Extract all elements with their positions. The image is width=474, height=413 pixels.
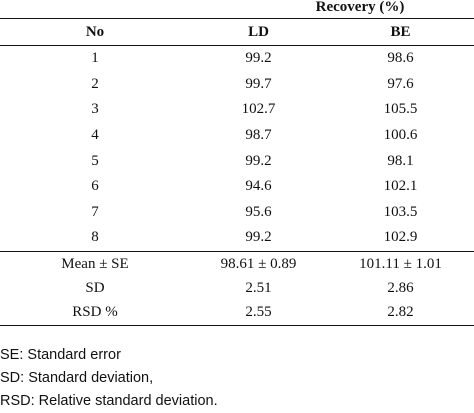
cell-ld: 99.2 <box>245 50 272 67</box>
cell-ld: 98.7 <box>245 127 272 144</box>
cell-no: 1 <box>91 50 99 67</box>
cell-ld: 99.2 <box>245 152 272 169</box>
cell-ld: 99.2 <box>245 229 272 246</box>
stats-label: SD <box>85 279 105 296</box>
cell-ld: 95.6 <box>245 203 272 220</box>
stats-ld: 2.51 <box>245 279 272 296</box>
table-row: 4 98.7 100.6 <box>0 123 474 149</box>
recovery-group-header: Recovery (%) <box>315 0 405 15</box>
cell-be: 98.6 <box>387 50 414 67</box>
table-row: 5 99.2 98.1 <box>0 148 474 174</box>
cell-no: 7 <box>91 203 99 220</box>
cell-be: 97.6 <box>387 75 414 92</box>
table-row: 8 99.2 102.9 <box>0 225 474 251</box>
header-rule <box>0 45 474 46</box>
cell-no: 8 <box>91 229 99 246</box>
column-header-no: No <box>85 24 105 40</box>
cell-ld: 99.7 <box>245 75 272 92</box>
recovery-data-table: 1 99.2 98.6 2 99.7 97.6 3 102.7 105.5 4 … <box>0 46 474 251</box>
cell-no: 4 <box>91 127 99 144</box>
footnote-rsd: RSD: Relative standard deviation. <box>0 393 218 409</box>
column-header-be: BE <box>390 24 411 40</box>
cell-be: 102.1 <box>383 178 418 195</box>
cell-ld: 102.7 <box>241 101 276 118</box>
stats-table: Mean ± SE 98.61 ± 0.89 101.11 ± 1.01 SD … <box>0 252 474 325</box>
stats-rule <box>0 251 474 252</box>
stats-label: RSD % <box>72 304 118 321</box>
header-row: No LD BE <box>0 20 474 45</box>
table-row: 2 99.7 97.6 <box>0 72 474 98</box>
cell-be: 102.9 <box>383 229 418 246</box>
footnote-sd: SD: Standard deviation, <box>0 370 154 386</box>
top-rule <box>0 18 474 19</box>
stats-label: Mean ± SE <box>61 255 129 272</box>
cell-ld: 94.6 <box>245 178 272 195</box>
table-header: No LD BE <box>0 20 474 45</box>
stats-be: 101.11 ± 1.01 <box>359 255 442 272</box>
stats-row-rsd: RSD % 2.55 2.82 <box>0 301 474 325</box>
stats-ld: 98.61 ± 0.89 <box>220 255 297 272</box>
cell-be: 105.5 <box>383 101 418 118</box>
column-header-ld: LD <box>248 24 269 40</box>
stats-row-sd: SD 2.51 2.86 <box>0 276 474 300</box>
footnote-se: SE: Standard error <box>0 347 121 363</box>
stats-be: 2.82 <box>387 304 414 321</box>
table-row: 6 94.6 102.1 <box>0 174 474 200</box>
cell-be: 100.6 <box>383 127 418 144</box>
cell-no: 6 <box>91 178 99 195</box>
bottom-rule <box>0 325 474 326</box>
footnotes: SE: Standard error SD: Standard deviatio… <box>0 344 218 413</box>
table-row: 7 95.6 103.5 <box>0 200 474 226</box>
cell-no: 3 <box>91 101 99 118</box>
cell-no: 5 <box>91 152 99 169</box>
cell-be: 98.1 <box>387 152 414 169</box>
stats-ld: 2.55 <box>245 304 272 321</box>
stats-row-mean: Mean ± SE 98.61 ± 0.89 101.11 ± 1.01 <box>0 252 474 276</box>
stats-be: 2.86 <box>387 279 414 296</box>
table-row: 3 102.7 105.5 <box>0 97 474 123</box>
cell-be: 103.5 <box>383 203 418 220</box>
table-row: 1 99.2 98.6 <box>0 46 474 72</box>
cell-no: 2 <box>91 75 99 92</box>
